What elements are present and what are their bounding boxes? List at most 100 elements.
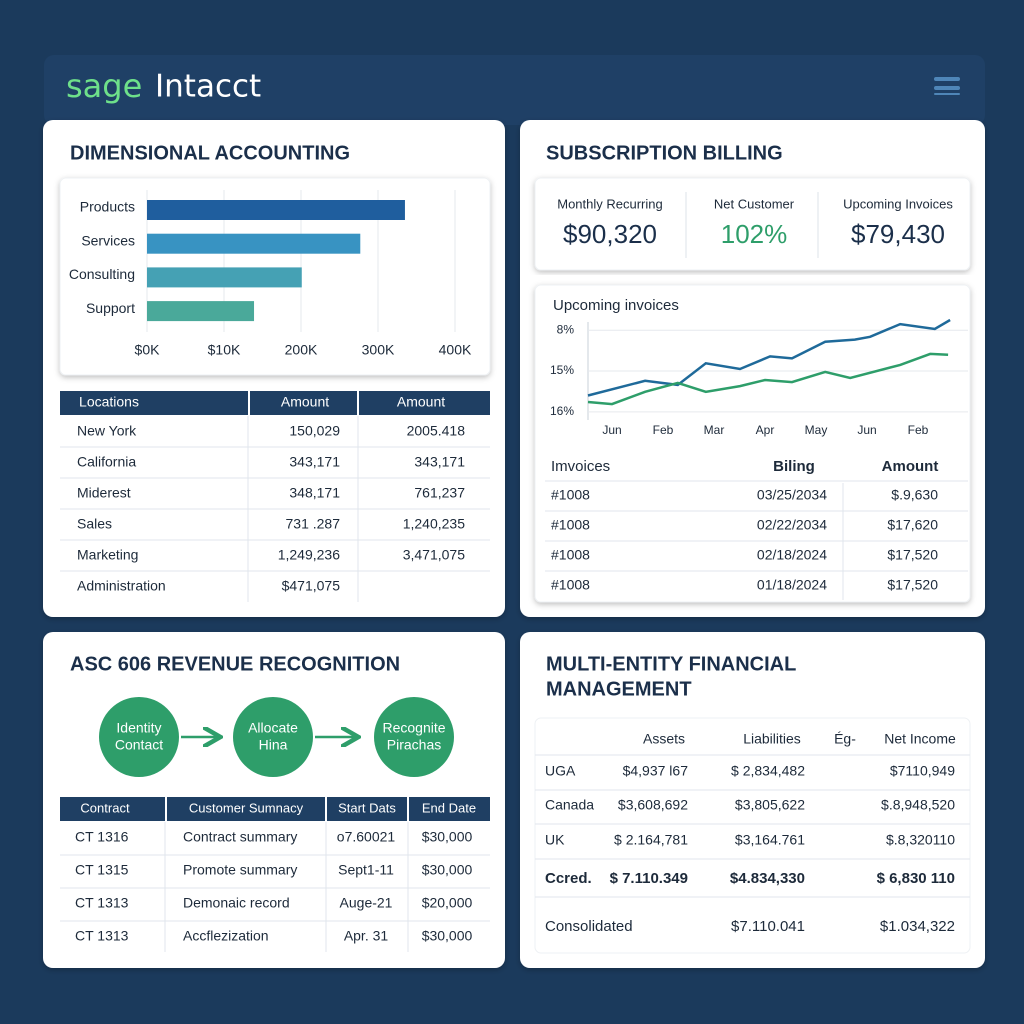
table-cell: 348,171 [289,485,340,501]
table-cell: $.8,948,520 [881,797,955,813]
table-cell: 03/25/2034 [757,487,827,503]
bar [147,267,302,288]
y-tick-label: Products [80,199,135,215]
table-cell: 150,029 [289,423,340,439]
table-card [534,717,971,954]
table-cell: #1008 [551,517,590,533]
table-cell: CT 1316 [75,829,129,845]
table-cell: 731 .287 [286,516,341,532]
table-cell: $7110,949 [890,763,955,779]
table-cell: 01/18/2024 [757,577,827,593]
header-bar [44,55,985,125]
panel-title: ASC 606 REVENUE RECOGNITION [70,653,400,675]
brand: sage [66,67,142,105]
x-tick-label: 300K [362,342,395,358]
x-tick-label: Feb [908,423,929,437]
column-header: Customer Sumnacy [189,800,304,815]
x-tick-label: 400K [439,342,472,358]
total-label: Consolidated [545,918,633,935]
column-header: End Date [422,800,476,815]
table-cell: $30,000 [422,829,473,845]
column-header: Ég- [834,731,856,747]
column-header: Locations [79,394,139,410]
column-header: Amount [882,458,939,475]
table-cell: $3,164.761 [735,832,805,848]
process-step [233,697,313,777]
table-header-cell [327,797,407,821]
table-cell: $ 2.164,781 [614,832,688,848]
process-step [99,697,179,777]
x-tick-label: Mar [704,423,725,437]
table-cell: $ 7.110.349 [610,870,688,887]
table-cell: $17,520 [887,577,938,593]
bar [147,200,405,220]
table-cell: Accflezization [183,928,269,944]
table-cell: 02/22/2034 [757,517,827,533]
table-cell: $30,000 [422,928,473,944]
bar [147,301,255,322]
menu-button[interactable] [934,77,960,95]
y-tick-label: 15% [550,363,574,377]
table-header-cell [250,391,357,415]
table-cell: 1,240,235 [403,516,465,532]
total-cell: $7.110.041 [731,918,805,935]
kpi-value: $79,430 [851,219,945,249]
table-cell: $4,937 l67 [623,763,689,779]
table-cell: #1008 [551,547,590,563]
step-label: Hina [259,737,288,753]
table-cell: CT 1313 [75,928,129,944]
x-tick-label: $0K [135,342,161,358]
table-header-cell [60,797,165,821]
table-cell: #1008 [551,487,590,503]
table-cell: 1,249,236 [278,547,340,563]
table-cell: CT 1315 [75,862,129,878]
table-cell: 2005.418 [407,423,466,439]
table-cell: CT 1313 [75,895,129,911]
table-cell: 343,171 [414,454,465,470]
table-cell: $.8,320110 [886,832,955,848]
kpi-value: 102% [721,219,788,249]
y-tick-label: 8% [557,322,575,336]
kpi-label: Upcoming Invoices [843,196,953,211]
table-cell: Apr. 31 [344,928,389,944]
panel-title: DIMENSIONAL ACCOUNTING [70,142,350,164]
menu-bar [934,77,960,81]
table-cell: $471,075 [282,578,341,594]
y-tick-label: Support [86,300,135,316]
table-cell: Canada [545,797,594,813]
table-header-cell [359,391,490,415]
column-header: Liabilities [743,731,801,747]
step-label: Recognite [382,720,445,736]
total-cell: $1.034,322 [880,918,955,935]
step-label: Pirachas [387,737,441,753]
x-tick-label: Feb [653,423,674,437]
x-tick-label: 200K [285,342,318,358]
table-cell: Miderest [77,485,131,501]
table-cell: 3,471,075 [403,547,465,563]
column-header: Contract [80,800,130,815]
table-cell: Sept1-11 [338,862,394,878]
process-step [374,697,454,777]
series-line [587,352,949,406]
y-tick-label: 16% [550,404,574,418]
table-cell: Ccred. [545,870,592,887]
table-cell: $4.834,330 [730,870,805,887]
table-cell: 761,237 [414,485,465,501]
menu-bar [934,93,960,95]
table-cell: $.9,630 [891,487,938,503]
chart-title: Upcoming invoices [553,297,679,314]
table-cell: o7.60021 [337,829,396,845]
step-label: Identity [116,720,161,736]
table-cell: Sales [77,516,112,532]
kpi-label: Net Customer [714,196,795,211]
x-tick-label: Apr [756,423,775,437]
menu-bar [934,86,960,90]
column-header: Start Dats [338,800,396,815]
table-cell: $17,620 [887,517,938,533]
y-tick-label: Consulting [69,266,135,282]
column-header: Amount [281,394,329,410]
table-cell: $ 6,830 110 [877,870,955,887]
panel-title: MANAGEMENT [546,678,692,700]
